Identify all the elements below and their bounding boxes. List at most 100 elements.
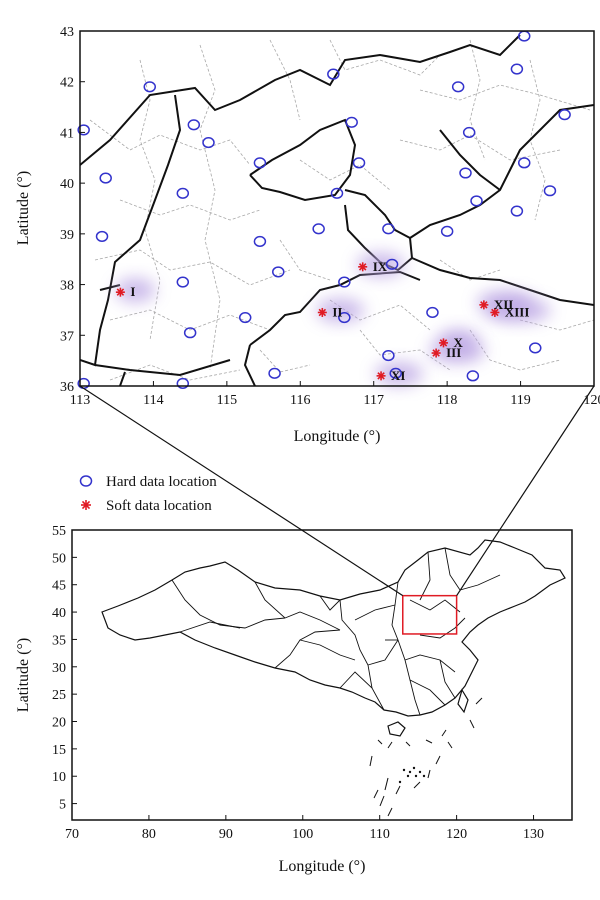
soft-site-glow xyxy=(375,361,424,386)
hard-data-point xyxy=(187,119,201,131)
top-xtick-label: 117 xyxy=(363,393,383,408)
soft-site-label: XI xyxy=(391,368,405,383)
soft-data-point xyxy=(358,262,368,272)
hard-data-point xyxy=(385,258,399,270)
bottom-map-frame xyxy=(71,529,573,821)
bottom-xtick-label: 70 xyxy=(65,827,79,842)
soft-data-point xyxy=(431,348,441,358)
hard-data-point xyxy=(183,327,197,339)
soft-site-label: X xyxy=(453,335,463,350)
top-ytick-label: 43 xyxy=(60,25,74,40)
bottom-map: 70 80 90 100 110 120 130 5 10 15 20 25 30 35 40 45 50 55… xyxy=(15,524,573,875)
hard-data-point xyxy=(382,350,395,362)
hard-data-point xyxy=(462,126,476,138)
soft-site-label: XII xyxy=(494,297,514,312)
hard-data-point xyxy=(176,276,190,288)
bottom-xtick-label: 130 xyxy=(523,827,544,842)
hard-data-point xyxy=(470,195,483,207)
hard-data-point xyxy=(95,230,109,242)
hard-data-point xyxy=(389,367,402,379)
china-border xyxy=(101,539,566,717)
top-xtick-label: 119 xyxy=(510,393,530,408)
bottom-ytick-label: 35 xyxy=(52,633,66,648)
hard-data-point xyxy=(451,81,465,93)
hard-data-point xyxy=(338,311,351,324)
hard-data-legend-marker xyxy=(79,475,93,487)
soft-data-point xyxy=(490,307,500,317)
top-xtick-label: 113 xyxy=(70,393,90,408)
bottom-ytick-label: 55 xyxy=(52,524,66,539)
soft-site-glow xyxy=(438,328,479,353)
hard-data-legend-label: Hard data location xyxy=(106,474,217,490)
top-xtick-label: 120 xyxy=(584,393,600,408)
china-outline xyxy=(101,539,566,817)
hard-data-point xyxy=(529,342,542,354)
top-ytick-label: 37 xyxy=(60,329,74,344)
soft-site-glow xyxy=(316,298,365,323)
soft-site-label: I xyxy=(130,284,135,299)
bottom-xtick-label: 80 xyxy=(142,827,156,842)
soft-site-glow xyxy=(486,298,551,323)
top-xtick-label: 114 xyxy=(143,393,163,408)
top-ytick-label: 40 xyxy=(60,177,74,192)
top-xtick-label: 118 xyxy=(437,393,457,408)
hard-data-point xyxy=(466,370,480,382)
hard-data-point xyxy=(253,157,267,169)
top-xtick-label: 116 xyxy=(290,393,310,408)
hard-data-point xyxy=(238,311,252,324)
bottom-xtick-label: 120 xyxy=(446,827,467,842)
soft-data-point xyxy=(479,300,489,310)
hard-data-point xyxy=(176,187,190,199)
hard-data-point xyxy=(77,124,90,136)
zoom-region-box xyxy=(402,594,458,635)
hard-data-point xyxy=(99,172,112,184)
hard-data-point xyxy=(517,30,531,42)
soft-data-point xyxy=(438,338,448,348)
top-ytick-label: 42 xyxy=(60,76,74,91)
soft-data-point xyxy=(317,307,327,317)
soft-data-point xyxy=(115,287,125,297)
top-ytick-label: 36 xyxy=(60,380,74,395)
top-map-frame xyxy=(79,30,595,387)
bottom-map-ylabel: Latitude (°) xyxy=(15,638,32,712)
hard-data-point xyxy=(338,276,351,288)
bottom-xtick-label: 110 xyxy=(369,827,389,842)
bottom-xtick-label: 100 xyxy=(292,827,313,842)
province-boundaries xyxy=(80,34,594,386)
bottom-map-xlabel: Longitude (°) xyxy=(279,858,366,875)
soft-site-label: II xyxy=(332,304,342,319)
hard-data-point xyxy=(202,137,215,149)
hard-data-point xyxy=(330,187,344,199)
bottom-ytick-label: 5 xyxy=(59,798,66,813)
top-map-xlabel: Longitude (°) xyxy=(294,428,381,445)
south-sea-islands xyxy=(369,697,483,817)
top-ytick-label: 41 xyxy=(60,126,74,141)
top-map-ylabel: Latitude (°) xyxy=(15,171,32,245)
soft-data-legend-star xyxy=(81,500,91,510)
hard-data-point xyxy=(176,377,190,390)
zoom-connector-left xyxy=(79,385,404,597)
hard-data-point xyxy=(510,205,524,217)
bottom-ytick-label: 25 xyxy=(52,688,66,703)
soft-data-point xyxy=(376,371,386,381)
island-dots xyxy=(398,766,426,784)
hard-data-point xyxy=(440,225,454,237)
bottom-ytick-label: 10 xyxy=(52,770,66,785)
hard-data-point xyxy=(345,116,358,128)
top-ytick-label: 38 xyxy=(60,279,74,294)
hard-data-point xyxy=(517,157,531,169)
hard-data-point xyxy=(543,185,557,197)
hard-data-point xyxy=(143,81,157,93)
bottom-ytick-label: 40 xyxy=(52,606,66,621)
bottom-xtick-label: 90 xyxy=(219,827,233,842)
hard-data-point xyxy=(426,306,439,319)
hard-data-point xyxy=(312,223,325,235)
soft-site-label: IX xyxy=(373,259,388,274)
legend: Hard data location Soft data location xyxy=(79,474,217,514)
taiwan-island xyxy=(457,688,469,714)
soft-data-legend-marker xyxy=(81,500,91,510)
hainan-island xyxy=(387,721,406,737)
bottom-ytick-label: 45 xyxy=(52,579,66,594)
hard-data-point xyxy=(253,235,267,248)
top-ytick-label: 39 xyxy=(60,228,74,243)
